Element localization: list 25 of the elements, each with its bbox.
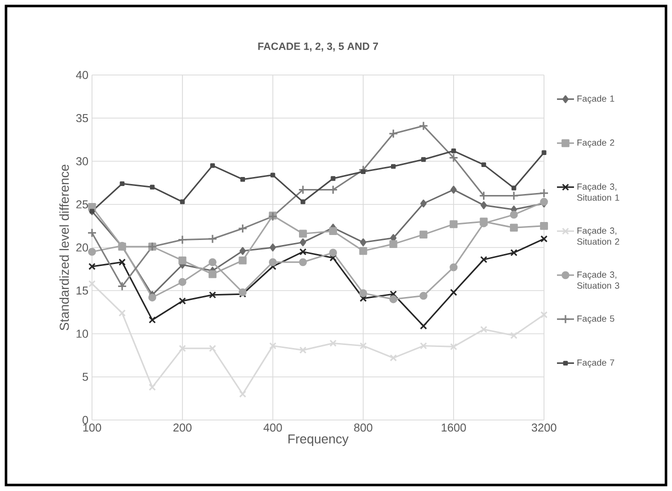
- x-tick-label: 3200: [532, 424, 556, 432]
- legend-label: Façade 3, Situation 1: [577, 183, 620, 201]
- y-tick-label: 35: [76, 114, 88, 122]
- y-tick-label: 15: [76, 286, 88, 295]
- x-tick-label: 800: [354, 424, 372, 432]
- legend-label: Façade 3, Situation 2: [577, 227, 620, 245]
- y-tick-label: 20: [76, 243, 88, 252]
- x-tick-label: 1600: [442, 424, 466, 432]
- y-tick-label: 10: [76, 330, 88, 338]
- legend-label: Façade 7: [577, 359, 614, 368]
- legend-label: Façade 2: [577, 139, 614, 148]
- x-axis-title: Frequency: [288, 434, 349, 446]
- legend-label: Façade 5: [577, 315, 614, 324]
- x-tick-label: 200: [173, 424, 192, 432]
- y-tick-label: 0: [82, 416, 88, 424]
- y-tick-label: 25: [76, 200, 88, 208]
- legend-label: Façade 3, Situation 3: [577, 271, 620, 289]
- y-axis-title: Standardized level difference: [59, 164, 69, 330]
- y-tick-label: 5: [82, 372, 88, 381]
- x-tick-label: 100: [83, 424, 102, 432]
- chart-title: FACADE 1, 2, 3, 5 AND 7: [258, 42, 378, 52]
- y-tick-label: 30: [76, 157, 88, 166]
- legend-label: Façade 1: [577, 95, 614, 104]
- y-tick-label: 40: [76, 70, 88, 80]
- x-tick-label: 400: [264, 424, 282, 432]
